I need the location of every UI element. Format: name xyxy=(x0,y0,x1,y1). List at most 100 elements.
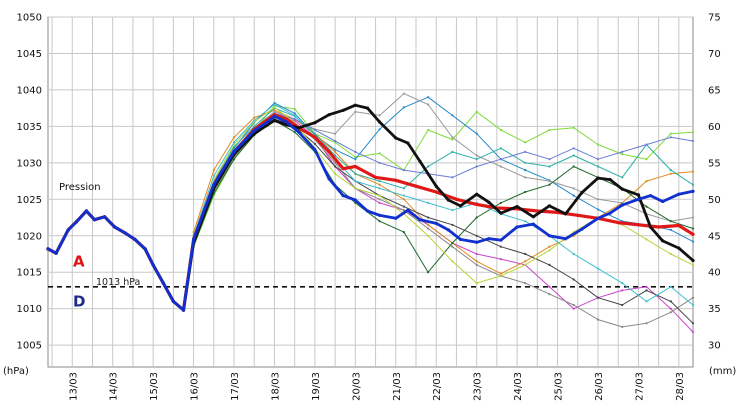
point-membre-bleu xyxy=(458,237,463,241)
x-tick-label: 23/03 xyxy=(473,372,484,401)
point-e11 xyxy=(354,187,357,190)
point-e5 xyxy=(548,293,551,296)
x-tick-label: 20/03 xyxy=(351,372,362,401)
point-e8 xyxy=(293,131,296,134)
point-e2 xyxy=(293,112,296,115)
point-e7 xyxy=(669,169,672,172)
point-e6 xyxy=(475,154,478,157)
axes: 1005 1010 1015 1020 1025 1030 1035 1040 1045 1050… xyxy=(17,13,721,401)
point-controle xyxy=(297,126,301,130)
point-e10 xyxy=(475,234,478,237)
point-e7 xyxy=(475,158,478,161)
point-membre-bleu xyxy=(133,237,137,241)
point-e8 xyxy=(378,220,381,223)
point-membre-bleu xyxy=(475,240,479,244)
point-controle xyxy=(531,215,535,219)
point-e6 xyxy=(499,165,502,168)
y-tick-label-right: 70 xyxy=(708,49,721,60)
point-membre-bleu xyxy=(272,114,277,118)
point-e12 xyxy=(293,114,296,117)
point-membre-bleu xyxy=(691,189,695,193)
x-tick-label: 15/03 xyxy=(149,372,160,401)
point-e5 xyxy=(475,263,478,266)
point-e9 xyxy=(621,150,624,153)
point-e4 xyxy=(669,172,672,175)
x-tick-label: 13/03 xyxy=(68,372,79,401)
point-e5 xyxy=(621,325,624,328)
point-e8 xyxy=(524,190,527,194)
point-controle xyxy=(475,192,479,196)
point-controle xyxy=(313,121,317,125)
point-moyenne xyxy=(691,232,695,236)
point-e6 xyxy=(572,187,575,190)
point-e9 xyxy=(669,136,672,139)
point-membre-bleu xyxy=(394,216,398,220)
point-e4 xyxy=(427,223,430,226)
x-tick-label: 21/03 xyxy=(392,372,403,401)
point-membre-bleu xyxy=(113,225,117,229)
point-e4 xyxy=(645,180,648,183)
point-e4 xyxy=(691,170,695,173)
point-e2 xyxy=(475,132,478,135)
point-e12 xyxy=(378,187,381,190)
point-e2 xyxy=(524,169,527,172)
point-e3 xyxy=(691,330,695,334)
y-tick-label-left: 1040 xyxy=(17,85,42,96)
y-tick-label-left: 1015 xyxy=(17,268,42,279)
x-tick-label: 26/03 xyxy=(594,372,605,401)
point-membre-bleu xyxy=(143,247,147,251)
point-membre-bleu xyxy=(341,194,345,198)
point-e4 xyxy=(212,169,215,172)
point-e11 xyxy=(451,260,454,263)
y-tick-label-right: 60 xyxy=(708,122,721,133)
point-membre-bleu xyxy=(161,281,165,285)
point-controle xyxy=(458,204,463,208)
point-e9 xyxy=(524,150,527,153)
point-e8 xyxy=(475,216,478,219)
point-e1 xyxy=(645,158,648,161)
point-e6 xyxy=(691,216,695,219)
x-tick-label: 24/03 xyxy=(513,372,524,401)
point-moyenne xyxy=(353,164,357,169)
x-tick-label: 18/03 xyxy=(270,372,281,401)
point-e7 xyxy=(572,154,575,157)
point-e6 xyxy=(596,198,600,201)
point-e9 xyxy=(354,150,357,153)
point-moyenne xyxy=(454,197,458,201)
point-e12 xyxy=(596,267,600,270)
point-e2 xyxy=(402,106,405,109)
point-e11 xyxy=(273,106,276,109)
point-e7 xyxy=(691,183,695,186)
point-e5 xyxy=(378,198,381,201)
point-membre-bleu xyxy=(499,238,503,242)
point-e2 xyxy=(334,148,337,151)
grid xyxy=(47,16,694,368)
point-controle xyxy=(608,178,612,182)
point-membre-bleu xyxy=(103,215,107,219)
point-e7 xyxy=(499,147,502,150)
x-tick-label: 14/03 xyxy=(109,372,120,401)
point-membre-bleu xyxy=(285,120,289,124)
y-tick-label-right: 40 xyxy=(708,268,721,279)
point-moyenne xyxy=(394,178,398,182)
point-e8 xyxy=(669,220,672,223)
point-membre-bleu xyxy=(434,221,438,225)
point-membre-bleu xyxy=(181,308,186,312)
point-e10 xyxy=(669,300,672,303)
point-moyenne xyxy=(285,117,289,121)
x-tick-label: 22/03 xyxy=(432,372,443,401)
point-moyenne xyxy=(475,202,479,206)
point-controle xyxy=(378,120,382,124)
point-e1 xyxy=(572,126,575,129)
point-membre-bleu xyxy=(192,237,196,241)
y-tick-label-right: 50 xyxy=(708,195,721,206)
point-e10 xyxy=(621,303,624,307)
point-e12 xyxy=(232,141,236,144)
point-e5 xyxy=(596,318,600,321)
point-membre-bleu xyxy=(84,209,88,213)
point-e1 xyxy=(354,155,357,159)
point-membre-bleu xyxy=(54,251,58,255)
point-membre-bleu xyxy=(515,225,519,229)
point-membre-bleu xyxy=(151,263,155,267)
